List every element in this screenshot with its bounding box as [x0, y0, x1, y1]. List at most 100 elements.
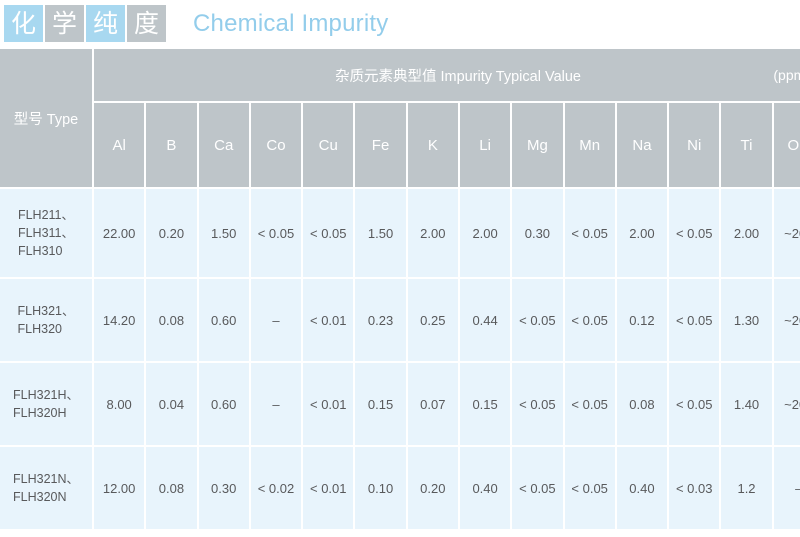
cell-fe: 0.10	[355, 447, 406, 529]
cell-al: 22.00	[94, 189, 145, 277]
type-lines: FLH211、 FLH311、 FLH310	[18, 206, 74, 260]
cell-li: 0.40	[459, 447, 511, 529]
cell-cu: < 0.01	[303, 363, 354, 445]
cell-ti: 2.00	[721, 189, 772, 277]
type-line: FLH311、	[17, 225, 75, 240]
cell-ni: < 0.03	[669, 447, 720, 529]
cell-oh: ~200	[773, 189, 800, 277]
cell-type: FLH321H、 FLH320H	[0, 363, 92, 445]
cell-mg: 0.30	[512, 189, 563, 277]
cell-na: 0.12	[616, 279, 668, 361]
cell-k: 0.20	[407, 447, 458, 529]
page-title-english: Chemical Impurity	[193, 9, 389, 37]
type-line: FLH211、	[17, 207, 75, 222]
cell-al: 14.20	[94, 279, 145, 361]
type-line: FLH320	[17, 322, 62, 336]
cell-type: FLH321、 FLH320	[0, 279, 92, 361]
cell-mg: < 0.05	[512, 363, 563, 445]
cell-co: < 0.02	[250, 447, 302, 529]
table-row: FLH211、 FLH311、 FLH310 22.00 0.20 1.50 < 0.05 <…	[0, 189, 800, 277]
cell-na: 0.40	[616, 447, 668, 529]
cell-cu: < 0.05	[303, 189, 354, 277]
title-cn-char-2: 学	[45, 5, 84, 42]
cell-ca: 0.30	[198, 447, 249, 529]
header-type: 型号 Type	[0, 49, 92, 187]
cell-k: 2.00	[407, 189, 458, 277]
page-title-bar: 化 学 纯 度 Chemical Impurity	[0, 0, 800, 47]
cell-li: 0.15	[459, 363, 511, 445]
cell-cu: < 0.01	[303, 279, 354, 361]
cell-ca: 1.50	[198, 189, 249, 277]
cell-fe: 0.15	[355, 363, 406, 445]
cell-mg: < 0.05	[512, 279, 563, 361]
title-cn-char-4: 度	[127, 5, 166, 42]
cell-b: 0.04	[146, 363, 197, 445]
type-line: FLH321N、	[13, 471, 79, 486]
header-element-ni: Ni	[669, 103, 720, 187]
header-element-fe: Fe	[355, 103, 406, 187]
header-element-mn: Mn	[564, 103, 615, 187]
cell-co: –	[250, 363, 302, 445]
cell-type: FLH321N、 FLH320N	[0, 447, 92, 529]
header-element-k: K	[407, 103, 458, 187]
type-line: FLH320H	[13, 406, 67, 420]
cell-ni: < 0.05	[669, 363, 720, 445]
type-lines: FLH321、 FLH320	[18, 302, 75, 338]
cell-cu: < 0.01	[303, 447, 354, 529]
header-type-label: 型号 Type	[13, 111, 79, 128]
cell-mn: < 0.05	[564, 189, 615, 277]
cell-li: 2.00	[459, 189, 511, 277]
type-lines: FLH321H、 FLH320H	[13, 386, 79, 422]
cell-al: 8.00	[94, 363, 145, 445]
cell-ti: 1.30	[721, 279, 772, 361]
cell-co: < 0.05	[250, 189, 302, 277]
table-row: FLH321、 FLH320 14.20 0.08 0.60– < 0.01 0.23 0.2…	[0, 279, 800, 361]
header-element-ti: Ti	[721, 103, 772, 187]
cell-ti: 1.40	[721, 363, 772, 445]
cell-na: 2.00	[616, 189, 668, 277]
cell-al: 12.00	[94, 447, 145, 529]
cell-ni: < 0.05	[669, 279, 720, 361]
table-head: 型号 Type 杂质元素典型值 Impurity Typical Value (…	[0, 49, 800, 187]
cell-b: 0.08	[146, 279, 197, 361]
table-head-row-group: 型号 Type 杂质元素典型值 Impurity Typical Value (…	[0, 49, 800, 187]
type-line: FLH321H、	[13, 387, 79, 402]
table-body: FLH211、 FLH311、 FLH310 22.00 0.20 1.50 < 0.05 <…	[0, 189, 800, 529]
header-unit-ppm: (ppm)	[773, 67, 800, 83]
header-element-oh: OH	[773, 103, 800, 187]
type-line: FLH321、	[17, 303, 75, 318]
title-cn-boxes: 化 学 纯 度	[4, 5, 166, 42]
cell-k: 0.25	[407, 279, 458, 361]
cell-oh: ~200	[773, 363, 800, 445]
cell-mg: < 0.05	[512, 447, 563, 529]
cell-b: 0.08	[146, 447, 197, 529]
cell-co: –	[250, 279, 302, 361]
table-head-row-elements: AlBCaCoCuFeKLiMgMnNaNiTiOH	[0, 103, 800, 187]
cell-ti: 1.2	[721, 447, 772, 529]
cell-ni: < 0.05	[669, 189, 720, 277]
header-impurity-group: 杂质元素典型值 Impurity Typical Value (ppm)	[94, 49, 800, 101]
cell-fe: 1.50	[355, 189, 406, 277]
cell-b: 0.20	[146, 189, 197, 277]
impurity-table: 型号 Type 杂质元素典型值 Impurity Typical Value (…	[0, 47, 800, 531]
cell-na: 0.08	[616, 363, 668, 445]
type-lines: FLH321N、 FLH320N	[13, 470, 79, 506]
header-element-al: Al	[94, 103, 145, 187]
title-cn-char-3: 纯	[86, 5, 125, 42]
header-element-na: Na	[616, 103, 668, 187]
type-line: FLH320N	[13, 490, 67, 504]
type-line: FLH310	[17, 244, 63, 259]
table-row: FLH321N、 FLH320N 12.00 0.08 0.30 < 0.02 < 0.01…	[0, 447, 800, 529]
cell-ca: 0.60	[198, 279, 249, 361]
cell-mn: < 0.05	[564, 279, 615, 361]
impurity-table-wrapper: 型号 Type 杂质元素典型值 Impurity Typical Value (…	[0, 47, 800, 537]
cell-fe: 0.23	[355, 279, 406, 361]
header-element-ca: Ca	[198, 103, 249, 187]
cell-li: 0.44	[459, 279, 511, 361]
header-element-b: B	[146, 103, 197, 187]
cell-mn: < 0.05	[564, 363, 615, 445]
table-row: FLH321H、 FLH320H 8.00 0.04 0.60– < 0.01 0.15 0.…	[0, 363, 800, 445]
cell-oh: –	[773, 447, 800, 529]
cell-ca: 0.60	[198, 363, 249, 445]
cell-mn: < 0.05	[564, 447, 615, 529]
